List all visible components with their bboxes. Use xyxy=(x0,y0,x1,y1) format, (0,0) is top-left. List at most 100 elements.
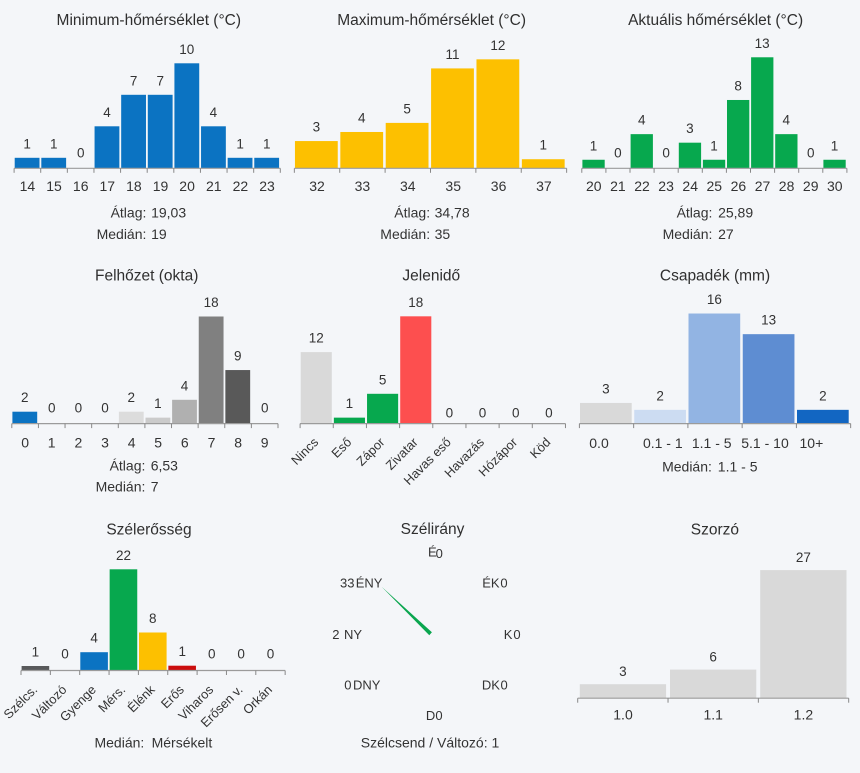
svg-text:16: 16 xyxy=(73,178,89,194)
svg-text:3: 3 xyxy=(686,121,694,136)
svg-text:Átlag:: Átlag: xyxy=(111,205,147,221)
svg-text:5: 5 xyxy=(403,101,411,116)
svg-text:15: 15 xyxy=(46,178,62,194)
svg-text:14: 14 xyxy=(20,178,36,194)
svg-text:0: 0 xyxy=(446,406,454,421)
svg-text:0.1 - 1: 0.1 - 1 xyxy=(643,435,683,451)
svg-text:7: 7 xyxy=(156,73,164,88)
svg-text:0: 0 xyxy=(21,434,29,450)
svg-text:1: 1 xyxy=(23,136,31,151)
svg-text:1: 1 xyxy=(48,434,56,450)
svg-text:6,53: 6,53 xyxy=(151,458,178,474)
svg-text:0: 0 xyxy=(479,406,487,421)
svg-text:20: 20 xyxy=(586,178,602,194)
svg-text:23: 23 xyxy=(658,178,674,194)
svg-text:13: 13 xyxy=(755,36,770,51)
svg-text:Maximum-hőmérséklet (°C): Maximum-hőmérséklet (°C) xyxy=(337,12,526,29)
svg-text:0: 0 xyxy=(237,647,245,662)
svg-text:4: 4 xyxy=(90,631,98,646)
svg-text:3: 3 xyxy=(313,120,321,135)
svg-text:34,78: 34,78 xyxy=(435,205,470,221)
svg-text:36: 36 xyxy=(491,178,507,194)
svg-text:0: 0 xyxy=(512,406,520,421)
svg-text:8: 8 xyxy=(234,434,242,450)
svg-text:DNY: DNY xyxy=(353,678,381,693)
svg-text:20: 20 xyxy=(179,178,195,194)
svg-text:1.0: 1.0 xyxy=(613,707,633,723)
svg-text:11: 11 xyxy=(445,47,459,62)
svg-text:27: 27 xyxy=(718,226,734,242)
svg-text:1: 1 xyxy=(346,396,354,411)
svg-text:8: 8 xyxy=(734,79,742,94)
svg-text:0: 0 xyxy=(61,647,69,662)
svg-text:19: 19 xyxy=(151,226,167,242)
svg-text:17: 17 xyxy=(100,178,116,194)
svg-text:1: 1 xyxy=(32,645,40,660)
svg-text:0: 0 xyxy=(75,401,83,416)
svg-text:Jelenidő: Jelenidő xyxy=(402,268,460,285)
svg-text:29: 29 xyxy=(803,178,819,194)
svg-text:19,03: 19,03 xyxy=(151,205,186,221)
svg-text:D: D xyxy=(426,708,435,723)
svg-text:10+: 10+ xyxy=(800,435,824,451)
svg-text:ÉK: ÉK xyxy=(482,576,500,591)
svg-text:0: 0 xyxy=(261,401,269,416)
svg-text:5: 5 xyxy=(154,434,162,450)
svg-text:0: 0 xyxy=(267,647,275,662)
svg-text:Szélcsend / Változó: 1: Szélcsend / Változó: 1 xyxy=(361,735,500,751)
svg-text:32: 32 xyxy=(309,178,325,194)
svg-text:2: 2 xyxy=(332,627,339,642)
svg-text:1: 1 xyxy=(710,138,718,153)
svg-text:Mérsékelt: Mérsékelt xyxy=(152,735,213,751)
svg-text:35: 35 xyxy=(435,226,451,242)
svg-text:4: 4 xyxy=(358,111,366,126)
svg-text:1: 1 xyxy=(50,136,58,151)
svg-text:22: 22 xyxy=(233,178,249,194)
svg-text:0: 0 xyxy=(500,576,507,591)
svg-text:0: 0 xyxy=(77,145,85,160)
svg-text:Aktuális hőmérséklet (°C): Aktuális hőmérséklet (°C) xyxy=(628,12,803,29)
svg-text:0.0: 0.0 xyxy=(589,435,609,451)
svg-text:Minimum-hőmérséklet (°C): Minimum-hőmérséklet (°C) xyxy=(57,12,241,29)
svg-text:2: 2 xyxy=(819,388,827,403)
svg-text:26: 26 xyxy=(731,178,747,194)
svg-text:NY: NY xyxy=(344,627,362,642)
svg-text:5: 5 xyxy=(379,372,387,387)
svg-text:19: 19 xyxy=(153,178,169,194)
svg-text:25,89: 25,89 xyxy=(718,205,753,221)
svg-text:27: 27 xyxy=(796,550,811,565)
svg-text:Medián:: Medián: xyxy=(380,226,430,242)
svg-text:2: 2 xyxy=(128,390,136,405)
svg-text:37: 37 xyxy=(536,178,552,194)
svg-text:Szélerősség: Szélerősség xyxy=(106,522,191,539)
svg-text:0: 0 xyxy=(501,678,508,693)
svg-text:13: 13 xyxy=(761,313,776,328)
svg-text:1: 1 xyxy=(263,136,271,151)
svg-text:2: 2 xyxy=(21,390,29,405)
svg-text:18: 18 xyxy=(126,178,142,194)
svg-text:24: 24 xyxy=(682,178,698,194)
svg-text:1: 1 xyxy=(236,136,244,151)
svg-text:4: 4 xyxy=(210,105,218,120)
svg-text:Átlag:: Átlag: xyxy=(677,205,713,221)
svg-text:0: 0 xyxy=(513,627,520,642)
svg-text:34: 34 xyxy=(400,178,416,194)
svg-text:7: 7 xyxy=(208,434,216,450)
svg-text:0: 0 xyxy=(435,708,442,723)
svg-text:30: 30 xyxy=(827,178,843,194)
svg-text:1.2: 1.2 xyxy=(794,707,814,723)
svg-text:Medián:: Medián: xyxy=(96,479,146,495)
svg-text:25: 25 xyxy=(707,178,723,194)
svg-text:4: 4 xyxy=(103,105,111,120)
svg-text:1.1: 1.1 xyxy=(703,707,723,723)
svg-text:18: 18 xyxy=(204,295,219,310)
svg-text:É: É xyxy=(428,544,437,559)
svg-text:Átlag:: Átlag: xyxy=(394,205,430,221)
svg-text:Csapadék (mm): Csapadék (mm) xyxy=(660,268,770,285)
svg-text:7: 7 xyxy=(130,73,138,88)
svg-text:12: 12 xyxy=(309,331,324,346)
svg-text:21: 21 xyxy=(610,178,626,194)
svg-text:1.1 - 5: 1.1 - 5 xyxy=(692,435,732,451)
svg-text:16: 16 xyxy=(707,292,722,307)
svg-text:4: 4 xyxy=(128,434,136,450)
